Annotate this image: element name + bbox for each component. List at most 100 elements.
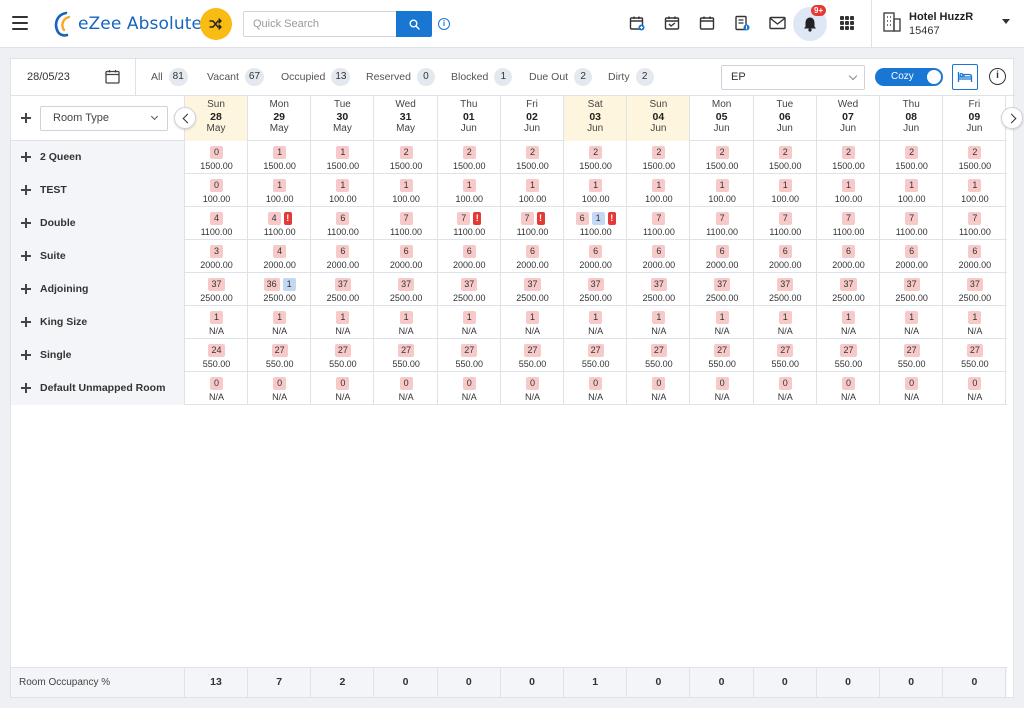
date-field[interactable]: 28/05/23: [27, 71, 70, 83]
availability-cell[interactable]: 6 1! 1100.00: [564, 207, 628, 240]
rate-plan-select[interactable]: EP: [721, 65, 865, 90]
date-column-header[interactable]: Wed 31 May: [375, 96, 438, 141]
availability-cell[interactable]: 7 1100.00: [627, 207, 691, 240]
availability-cell[interactable]: 2 1500.00: [627, 141, 691, 174]
availability-cell[interactable]: 1 100.00: [691, 174, 754, 207]
availability-cell[interactable]: 1 100.00: [880, 174, 944, 207]
availability-cell[interactable]: 1 100.00: [375, 174, 438, 207]
availability-cell[interactable]: 7 1100.00: [754, 207, 817, 240]
availability-cell[interactable]: 0 N/A: [627, 372, 691, 405]
availability-cell[interactable]: 7 1100.00: [880, 207, 944, 240]
availability-cell[interactable]: 2 1500.00: [691, 141, 754, 174]
availability-cell[interactable]: 37 2500.00: [311, 273, 375, 306]
expand-row-icon[interactable]: [21, 383, 31, 393]
availability-cell[interactable]: 6 2000.00: [754, 240, 817, 273]
availability-cell[interactable]: 1 N/A: [185, 306, 248, 339]
availability-cell[interactable]: 1 100.00: [943, 174, 1007, 207]
notifications-button[interactable]: 9+: [793, 5, 827, 41]
availability-cell[interactable]: 1 100.00: [627, 174, 691, 207]
prev-dates-button[interactable]: [174, 107, 196, 129]
availability-cell[interactable]: 2 1500.00: [438, 141, 501, 174]
date-column-header[interactable]: Mon 05 Jun: [691, 96, 754, 141]
availability-cell[interactable]: 2 1500.00: [880, 141, 944, 174]
availability-cell[interactable]: 27 550.00: [880, 339, 944, 372]
availability-cell[interactable]: 27 550.00: [817, 339, 880, 372]
availability-cell[interactable]: 1 N/A: [564, 306, 628, 339]
availability-cell[interactable]: 4 2000.00: [248, 240, 312, 273]
availability-cell[interactable]: 0 N/A: [817, 372, 880, 405]
availability-cell[interactable]: 0 N/A: [248, 372, 312, 405]
date-column-header[interactable]: Sun 04 Jun: [627, 96, 691, 141]
expand-row-icon[interactable]: [21, 350, 31, 360]
availability-cell[interactable]: 7! 1100.00: [438, 207, 501, 240]
menu-icon[interactable]: [12, 16, 28, 30]
availability-cell[interactable]: 27 550.00: [438, 339, 501, 372]
date-column-header[interactable]: Fri 09 Jun: [943, 96, 1007, 141]
availability-cell[interactable]: 37 2500.00: [691, 273, 754, 306]
overbooking-alert-icon[interactable]: !: [536, 212, 545, 225]
filter-occupied[interactable]: Occupied 13: [281, 68, 351, 86]
expand-row-icon[interactable]: [21, 218, 31, 228]
add-reservation-icon[interactable]: [627, 13, 647, 33]
availability-cell[interactable]: 2 1500.00: [754, 141, 817, 174]
date-column-header[interactable]: Sat 03 Jun: [564, 96, 628, 141]
availability-cell[interactable]: 1 N/A: [691, 306, 754, 339]
availability-cell[interactable]: 1 1500.00: [248, 141, 312, 174]
availability-cell[interactable]: 6 2000.00: [564, 240, 628, 273]
room-type-name[interactable]: Double: [40, 217, 76, 229]
availability-cell[interactable]: 0 N/A: [438, 372, 501, 405]
room-type-name[interactable]: TEST: [40, 184, 67, 196]
availability-cell[interactable]: 7 1100.00: [943, 207, 1007, 240]
availability-cell[interactable]: 27 550.00: [311, 339, 375, 372]
room-type-name[interactable]: Default Unmapped Room: [40, 382, 166, 394]
availability-cell[interactable]: 0 N/A: [185, 372, 248, 405]
availability-cell[interactable]: 37 2500.00: [817, 273, 880, 306]
overbooking-alert-icon[interactable]: !: [607, 212, 616, 225]
room-type-name[interactable]: Adjoining: [40, 283, 89, 295]
availability-cell[interactable]: 2 1500.00: [943, 141, 1007, 174]
availability-cell[interactable]: 37 2500.00: [564, 273, 628, 306]
availability-cell[interactable]: 4! 1100.00: [248, 207, 312, 240]
availability-cell[interactable]: 1 N/A: [311, 306, 375, 339]
availability-cell[interactable]: 37 2500.00: [185, 273, 248, 306]
date-column-header[interactable]: Wed 07 Jun: [817, 96, 880, 141]
availability-cell[interactable]: 1 100.00: [564, 174, 628, 207]
room-view-button[interactable]: [952, 64, 978, 90]
availability-cell[interactable]: 27 550.00: [691, 339, 754, 372]
room-type-name[interactable]: 2 Queen: [40, 151, 82, 163]
availability-cell[interactable]: 1 N/A: [501, 306, 564, 339]
availability-cell[interactable]: 37 2500.00: [501, 273, 564, 306]
availability-cell[interactable]: 24 550.00: [185, 339, 248, 372]
date-column-header[interactable]: Tue 06 Jun: [754, 96, 817, 141]
availability-cell[interactable]: 27 550.00: [501, 339, 564, 372]
expand-all-icon[interactable]: [21, 113, 31, 123]
availability-cell[interactable]: 1 N/A: [943, 306, 1007, 339]
availability-cell[interactable]: 1 1500.00: [311, 141, 375, 174]
availability-cell[interactable]: 3 2000.00: [185, 240, 248, 273]
hotel-name[interactable]: Hotel HuzzR: [909, 11, 974, 23]
availability-cell[interactable]: 1 N/A: [375, 306, 438, 339]
availability-cell[interactable]: 6 2000.00: [627, 240, 691, 273]
availability-cell[interactable]: 6 2000.00: [501, 240, 564, 273]
filter-due-out[interactable]: Due Out 2: [529, 68, 593, 86]
availability-cell[interactable]: 27 550.00: [248, 339, 312, 372]
availability-cell[interactable]: 7 1100.00: [375, 207, 438, 240]
availability-cell[interactable]: 1 N/A: [627, 306, 691, 339]
availability-cell[interactable]: 1 100.00: [817, 174, 880, 207]
availability-cell[interactable]: 6 2000.00: [375, 240, 438, 273]
date-column-header[interactable]: Tue 30 May: [311, 96, 375, 141]
date-column-header[interactable]: Thu 01 Jun: [438, 96, 501, 141]
next-dates-button[interactable]: [1001, 107, 1023, 129]
filter-dirty[interactable]: Dirty 2: [608, 68, 654, 86]
availability-cell[interactable]: 1 100.00: [501, 174, 564, 207]
availability-cell[interactable]: 0 N/A: [375, 372, 438, 405]
overbooking-alert-icon[interactable]: !: [283, 212, 292, 225]
apps-grid-icon[interactable]: [840, 16, 854, 30]
availability-cell[interactable]: 2 1500.00: [501, 141, 564, 174]
date-column-header[interactable]: Fri 02 Jun: [501, 96, 564, 141]
date-column-header[interactable]: Mon 29 May: [248, 96, 312, 141]
filter-all[interactable]: All 81: [151, 68, 188, 86]
availability-cell[interactable]: 1 N/A: [817, 306, 880, 339]
availability-cell[interactable]: 1 N/A: [754, 306, 817, 339]
availability-cell[interactable]: 2 1500.00: [564, 141, 628, 174]
